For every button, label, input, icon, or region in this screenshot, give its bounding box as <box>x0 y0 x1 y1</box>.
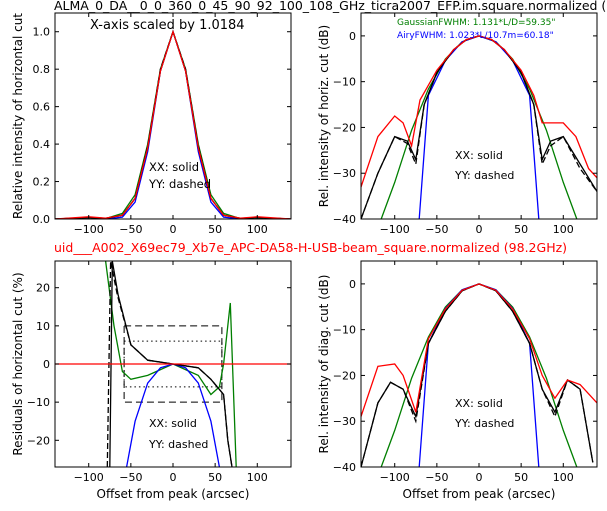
x-tick-label: 50 <box>514 223 528 236</box>
series-line-1 <box>418 283 540 467</box>
y-tick-label: 1.0 <box>33 26 51 39</box>
y-tick-label: −20 <box>333 369 356 382</box>
y-tick-label: −20 <box>333 121 356 134</box>
y-axis-label: Rel. intensity of diag. cut (dB) <box>317 275 331 454</box>
y-tick-label: 0.6 <box>33 101 51 114</box>
y-tick-label: −40 <box>333 213 356 226</box>
y-tick-label: −30 <box>333 415 356 428</box>
plot-area <box>55 261 291 467</box>
y-tick-label: −30 <box>333 167 356 180</box>
x-tick-label: 0 <box>170 471 177 484</box>
y-axis-label: Rel. intensity of horiz. cut (dB) <box>317 25 331 207</box>
x-tick-label: −50 <box>119 471 142 484</box>
y-tick-label: 10 <box>36 320 50 333</box>
series-line-3 <box>361 283 594 467</box>
x-tick-label: 100 <box>553 223 574 236</box>
series-line-2 <box>361 35 597 219</box>
x-tick-label: 100 <box>247 223 268 236</box>
x-tick-label: 0 <box>170 223 177 236</box>
x-tick-label: 0 <box>476 471 483 484</box>
series-line-1 <box>418 35 540 219</box>
y-tick-label: 0.0 <box>33 213 51 226</box>
x-tick-label: −100 <box>74 223 104 236</box>
series-line-0 <box>380 283 578 467</box>
series-line-4 <box>55 29 291 219</box>
x-tick-label: −50 <box>119 223 142 236</box>
y-tick-label: 0.8 <box>33 63 51 76</box>
series-line-3 <box>106 261 233 467</box>
series-line-1 <box>125 363 221 467</box>
figure-title-top: ALMA_0_DA__0_0_360_0_45_90_92_100_108_GH… <box>54 0 606 13</box>
annotation-text: YY: dashed <box>454 169 514 182</box>
x-tick-label: 0 <box>476 223 483 236</box>
plot-area <box>361 283 597 467</box>
x-tick-label: 50 <box>208 471 222 484</box>
annotation-text: YY: dashed <box>148 177 211 191</box>
plot-area <box>361 35 597 219</box>
axes-frame <box>360 12 598 220</box>
x-tick-label: −50 <box>425 471 448 484</box>
x-tick-label: −100 <box>74 471 104 484</box>
plot-area <box>55 29 291 219</box>
x-tick-label: 50 <box>208 223 222 236</box>
annotation-text: X-axis scaled by 1.0184 <box>90 18 245 33</box>
y-tick-label: 0.2 <box>33 176 51 189</box>
annotation-text: XX: solid <box>455 149 503 162</box>
legend-entry: AiryFWHM: 1.023*L/10.7m=60.18" <box>397 31 554 41</box>
y-tick-label: −10 <box>333 76 356 89</box>
y-tick-label: 0.4 <box>33 138 51 151</box>
x-axis-label: Offset from peak (arcsec) <box>97 487 250 501</box>
y-tick-label: 0 <box>349 278 356 291</box>
y-tick-label: 0 <box>43 358 50 371</box>
x-axis-label: Offset from peak (arcsec) <box>403 487 556 501</box>
axes-frame <box>360 260 598 468</box>
figure-title-middle: uid___A002_X69ec79_Xb7e_APC-DA58-H-USB-b… <box>54 240 567 255</box>
x-tick-label: −50 <box>425 223 448 236</box>
y-axis-label: Relative intensity of horizontal cut <box>11 13 25 219</box>
series-line-2 <box>361 283 594 467</box>
x-tick-label: 50 <box>514 471 528 484</box>
y-tick-label: −10 <box>27 396 50 409</box>
annotation-text: XX: solid <box>455 397 503 410</box>
x-tick-label: 100 <box>553 471 574 484</box>
x-tick-label: −100 <box>380 223 410 236</box>
annotation-text: YY: dashed <box>454 417 514 430</box>
annotation-text: XX: solid <box>149 160 199 174</box>
y-tick-label: 20 <box>36 282 50 295</box>
series-line-4 <box>361 283 597 417</box>
series-line-4 <box>361 35 597 188</box>
x-tick-label: −100 <box>380 471 410 484</box>
y-tick-label: −10 <box>333 324 356 337</box>
annotation-text: YY: dashed <box>148 438 208 451</box>
legend-entry: GaussianFWHM: 1.131*L/D=59.35" <box>397 18 555 28</box>
series-line-0 <box>380 35 578 219</box>
x-tick-label: 100 <box>247 471 268 484</box>
panel-top-left: −100 −50 0 50 100 0.0 0.2 0.4 0.6 0.8 1.0 Relative … <box>11 12 292 236</box>
y-tick-label: −40 <box>333 461 356 474</box>
y-tick-label: −20 <box>27 434 50 447</box>
y-axis-label: Residuals of horizontal cut (%) <box>11 272 25 455</box>
y-tick-label: 0 <box>349 30 356 43</box>
annotation-text: XX: solid <box>149 417 197 430</box>
series-line-3 <box>361 35 597 219</box>
